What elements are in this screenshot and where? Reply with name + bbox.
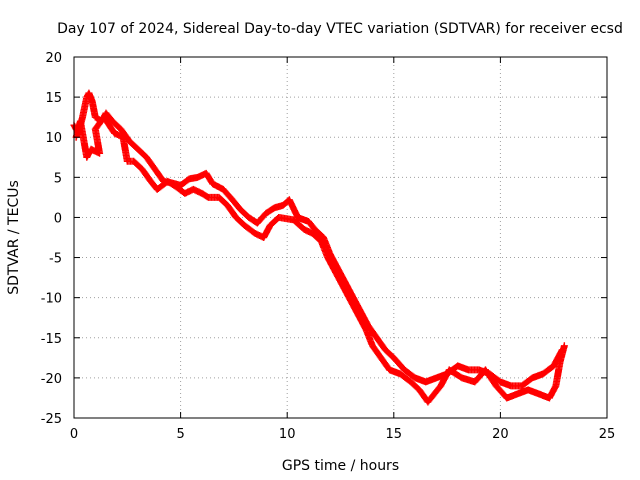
chart-title: Day 107 of 2024, Sidereal Day-to-day VTE…: [57, 21, 623, 37]
x-tick-label: 20: [492, 427, 509, 442]
axis-ticks: 0 5 10 15 20 25 -25 -20 -15 -10 -5 0 5 10 15 20: [41, 51, 616, 442]
y-axis-label: SDTVAR / TECUs: [6, 180, 22, 295]
data-markers: [70, 89, 568, 406]
y-tick-label: -20: [41, 372, 62, 387]
x-tick-label: 25: [599, 427, 616, 442]
y-tick-label: 15: [45, 91, 62, 106]
y-tick-label: 20: [45, 51, 62, 66]
y-tick-label: -10: [41, 292, 62, 307]
x-tick-label: 15: [386, 427, 403, 442]
y-tick-label: -5: [49, 252, 62, 267]
x-tick-label: 10: [279, 427, 296, 442]
grid: [74, 57, 607, 418]
x-tick-label: 0: [70, 427, 78, 442]
y-tick-label: 10: [45, 131, 62, 146]
x-axis-label: GPS time / hours: [282, 458, 399, 474]
y-tick-label: 5: [54, 171, 62, 186]
x-tick-label: 5: [176, 427, 184, 442]
plot-frame: [73, 56, 608, 419]
y-tick-label: 0: [54, 211, 62, 226]
y-tick-label: -25: [41, 412, 62, 427]
y-tick-label: -15: [41, 332, 62, 347]
